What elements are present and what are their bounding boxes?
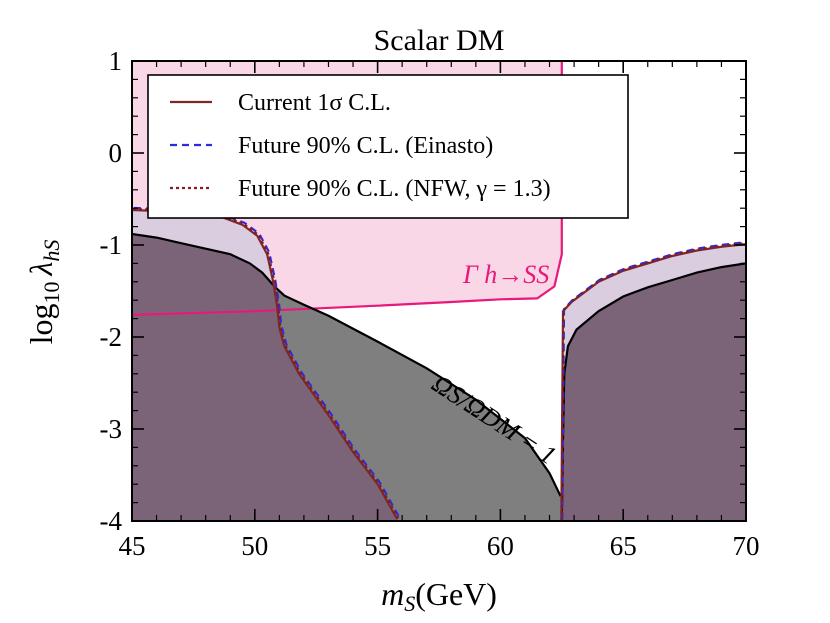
overlap-region-left <box>132 234 398 521</box>
legend-einasto-label: Future 90% C.L. (Einasto) <box>238 133 493 159</box>
overlap-region-right <box>561 263 746 521</box>
y-axis-label-log: log <box>23 303 59 344</box>
y-tick-label: -2 <box>100 322 123 352</box>
x-axis-label-main: m <box>381 576 404 612</box>
x-axis-label-sub: S <box>404 591 415 616</box>
x-tick-label: 60 <box>487 531 514 561</box>
nfw-bound-line-right <box>560 242 746 521</box>
y-ticks: 1 0 -1 -2 -3 -4 <box>100 46 746 536</box>
x-axis-label-unit: (GeV) <box>415 576 497 612</box>
x-tick-label: 55 <box>364 531 391 561</box>
x-axis-label: mS(GeV) <box>381 576 497 616</box>
y-tick-label: -3 <box>100 414 123 444</box>
nfw-bound-line-left <box>132 207 400 519</box>
x-tick-label: 65 <box>610 531 637 561</box>
y-axis-label-base: 10 <box>39 281 64 303</box>
y-tick-label: -4 <box>100 506 123 536</box>
x-tick-label: 70 <box>733 531 760 561</box>
legend: Current 1σ C.L. Future 90% C.L. (Einasto… <box>147 74 629 219</box>
y-axis-label-sub: hS <box>39 240 64 262</box>
y-tick-label: -1 <box>100 230 123 260</box>
chart-title: Scalar DM <box>374 24 505 57</box>
legend-nfw-label: Future 90% C.L. (NFW, γ = 1.3) <box>238 176 551 202</box>
y-axis-label-lambda: λ <box>23 261 59 276</box>
y-axis-label: log10 λhS <box>23 240 64 345</box>
plot-frame <box>131 60 747 522</box>
relic-density-line-left <box>132 232 562 497</box>
x-tick-label: 50 <box>241 531 268 561</box>
x-ticks: 45 50 55 60 65 70 <box>119 61 760 561</box>
higgs-width-boundary-line <box>132 61 563 316</box>
x-tick-label: 45 <box>119 531 146 561</box>
y-tick-label: 0 <box>109 138 123 168</box>
legend-box <box>147 74 629 219</box>
width-region-annotation: Γ h→SS <box>462 260 549 289</box>
y-tick-label: 1 <box>109 46 123 76</box>
legend-current-label: Current 1σ C.L. <box>238 90 391 116</box>
